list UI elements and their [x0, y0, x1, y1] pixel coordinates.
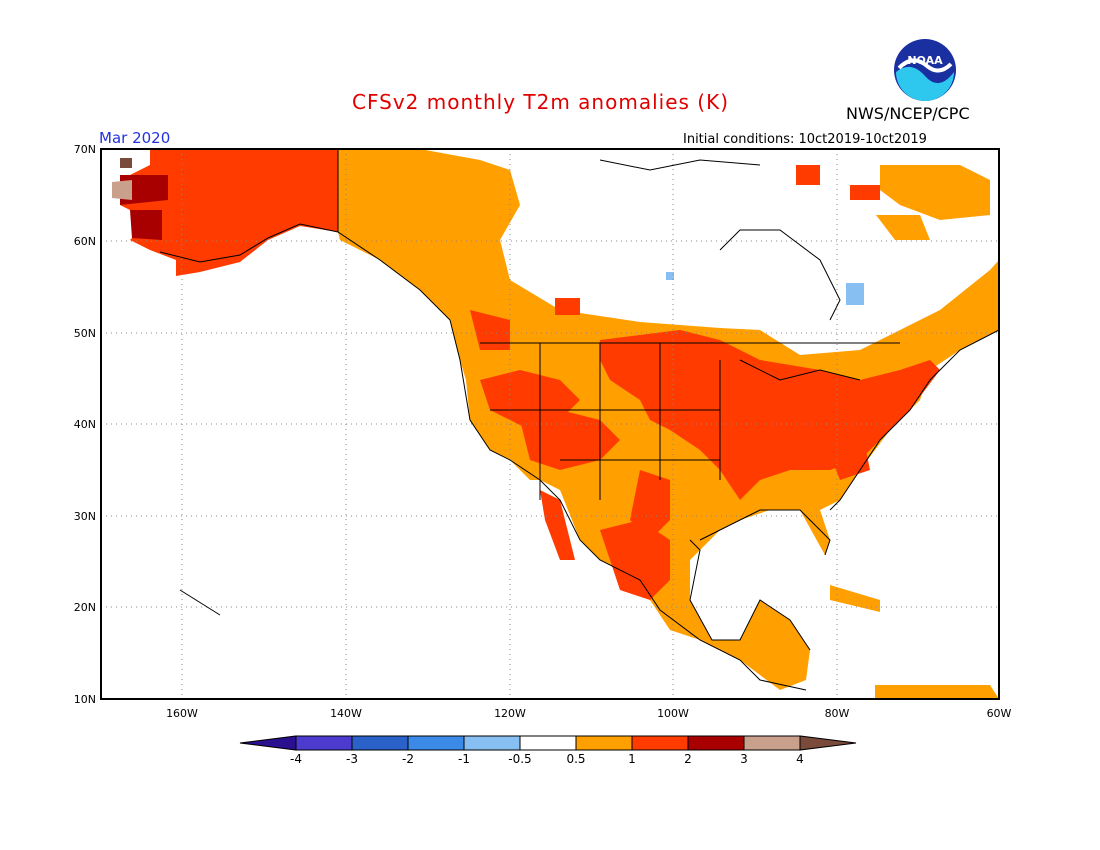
initial-conditions: Initial conditions: 10ct2019-10ct2019 — [683, 132, 927, 147]
region-alaska-tan — [112, 180, 132, 200]
colorbar-box — [351, 735, 409, 751]
colorbar-label: -2 — [402, 752, 414, 766]
region-us-southwest-patch — [520, 410, 620, 470]
colorbar-label: -4 — [290, 752, 302, 766]
region-canada-patch — [555, 298, 580, 315]
colorbar-label: -1 — [458, 752, 470, 766]
colorbar-end-left — [239, 735, 297, 751]
region-central-canada-cool — [666, 272, 674, 280]
colorbar-box — [575, 735, 633, 751]
gridlines — [101, 149, 999, 699]
colorbar-label: 4 — [796, 752, 804, 766]
region-baja-patch — [540, 490, 575, 560]
lat-tick-label: 60N — [74, 235, 96, 248]
lon-tick-labels: 160W 140W 120W 100W 80W 60W — [166, 707, 1011, 720]
lon-tick-label: 80W — [825, 707, 850, 720]
region-cuba — [830, 585, 880, 612]
colorbar-end-right — [799, 735, 857, 751]
region-alaska-west-dark-2 — [130, 210, 162, 240]
region-alaska — [120, 149, 338, 276]
colorbar-box — [463, 735, 521, 751]
colorbar-box — [631, 735, 689, 751]
lat-tick-label: 30N — [74, 510, 96, 523]
colorbar-label: 2 — [684, 752, 692, 766]
colorbar-label: 3 — [740, 752, 748, 766]
agency-label: NWS/NCEP/CPC — [846, 104, 970, 123]
region-south-america — [875, 685, 999, 699]
lon-tick-label: 60W — [987, 707, 1012, 720]
lat-tick-labels: 70N 60N 50N 40N 30N 20N 10N — [74, 143, 96, 706]
colorbar-labels: -4 -3 -2 -1 -0.5 0.5 1 2 3 4 — [290, 752, 804, 766]
colorbar-box — [519, 735, 577, 751]
colorbar-box — [407, 735, 465, 751]
colorbar-label: -0.5 — [508, 752, 531, 766]
lon-tick-label: 120W — [494, 707, 526, 720]
logo-text: NOAA — [907, 54, 943, 67]
lat-tick-label: 20N — [74, 601, 96, 614]
lon-tick-label: 100W — [657, 707, 689, 720]
region-bc-patch — [470, 310, 510, 350]
region-arctic-orange-2 — [876, 215, 930, 240]
colorbar-box — [687, 735, 745, 751]
forecast-month: Mar 2020 — [99, 129, 171, 147]
coastlines — [159, 149, 1000, 691]
colorbar-box — [295, 735, 353, 751]
region-mexico-patch — [600, 520, 670, 600]
colorbar-label: -3 — [346, 752, 358, 766]
lat-tick-label: 40N — [74, 418, 96, 431]
map-frame — [100, 148, 1000, 700]
colorbar-box — [743, 735, 801, 751]
map-title: CFSv2 monthly T2m anomalies (K) — [352, 90, 729, 114]
lon-tick-label: 160W — [166, 707, 198, 720]
colorbar-label: 0.5 — [566, 752, 585, 766]
region-alaska-brown — [120, 158, 132, 168]
region-arctic-red-2 — [796, 165, 820, 185]
lat-tick-label: 10N — [74, 693, 96, 706]
region-quebec-cool — [846, 283, 864, 305]
region-arctic-red-1 — [850, 185, 880, 200]
lat-tick-label: 50N — [74, 327, 96, 340]
colorbar-label: 1 — [628, 752, 636, 766]
region-southeast-patch — [820, 420, 870, 480]
lon-tick-label: 140W — [330, 707, 362, 720]
colorbar-boxes — [239, 735, 857, 751]
noaa-logo: NOAA — [894, 39, 956, 101]
anomaly-shading — [112, 149, 999, 699]
lat-tick-label: 70N — [74, 143, 96, 156]
region-arctic-orange-1 — [880, 165, 990, 220]
